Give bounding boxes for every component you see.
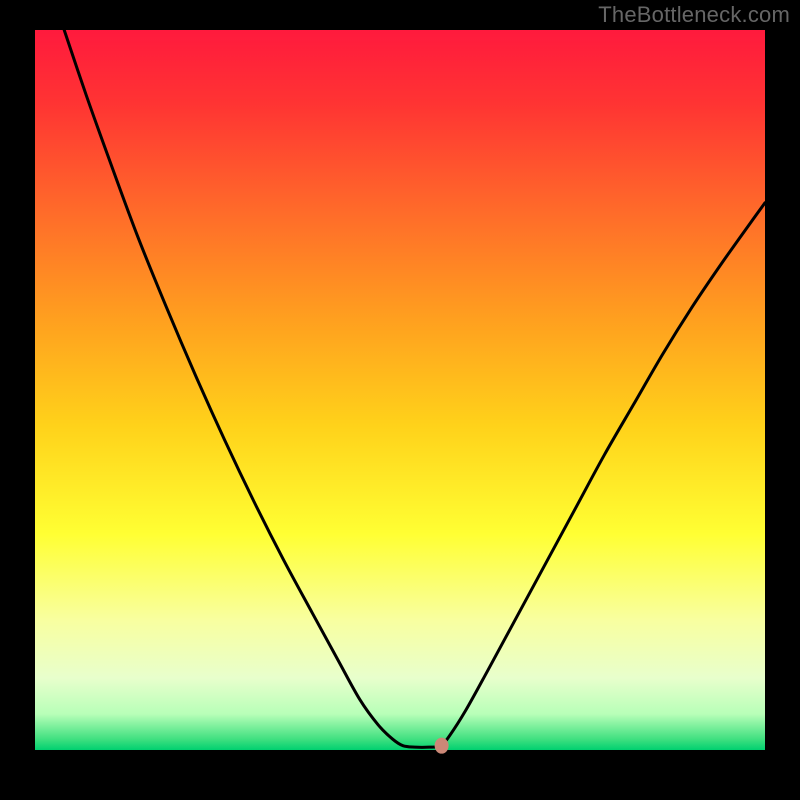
chart-frame: TheBottleneck.com [0,0,800,800]
bottleneck-marker [435,738,449,754]
plot-background [35,30,765,750]
watermark-text: TheBottleneck.com [598,2,790,28]
bottleneck-curve-chart [0,0,800,800]
